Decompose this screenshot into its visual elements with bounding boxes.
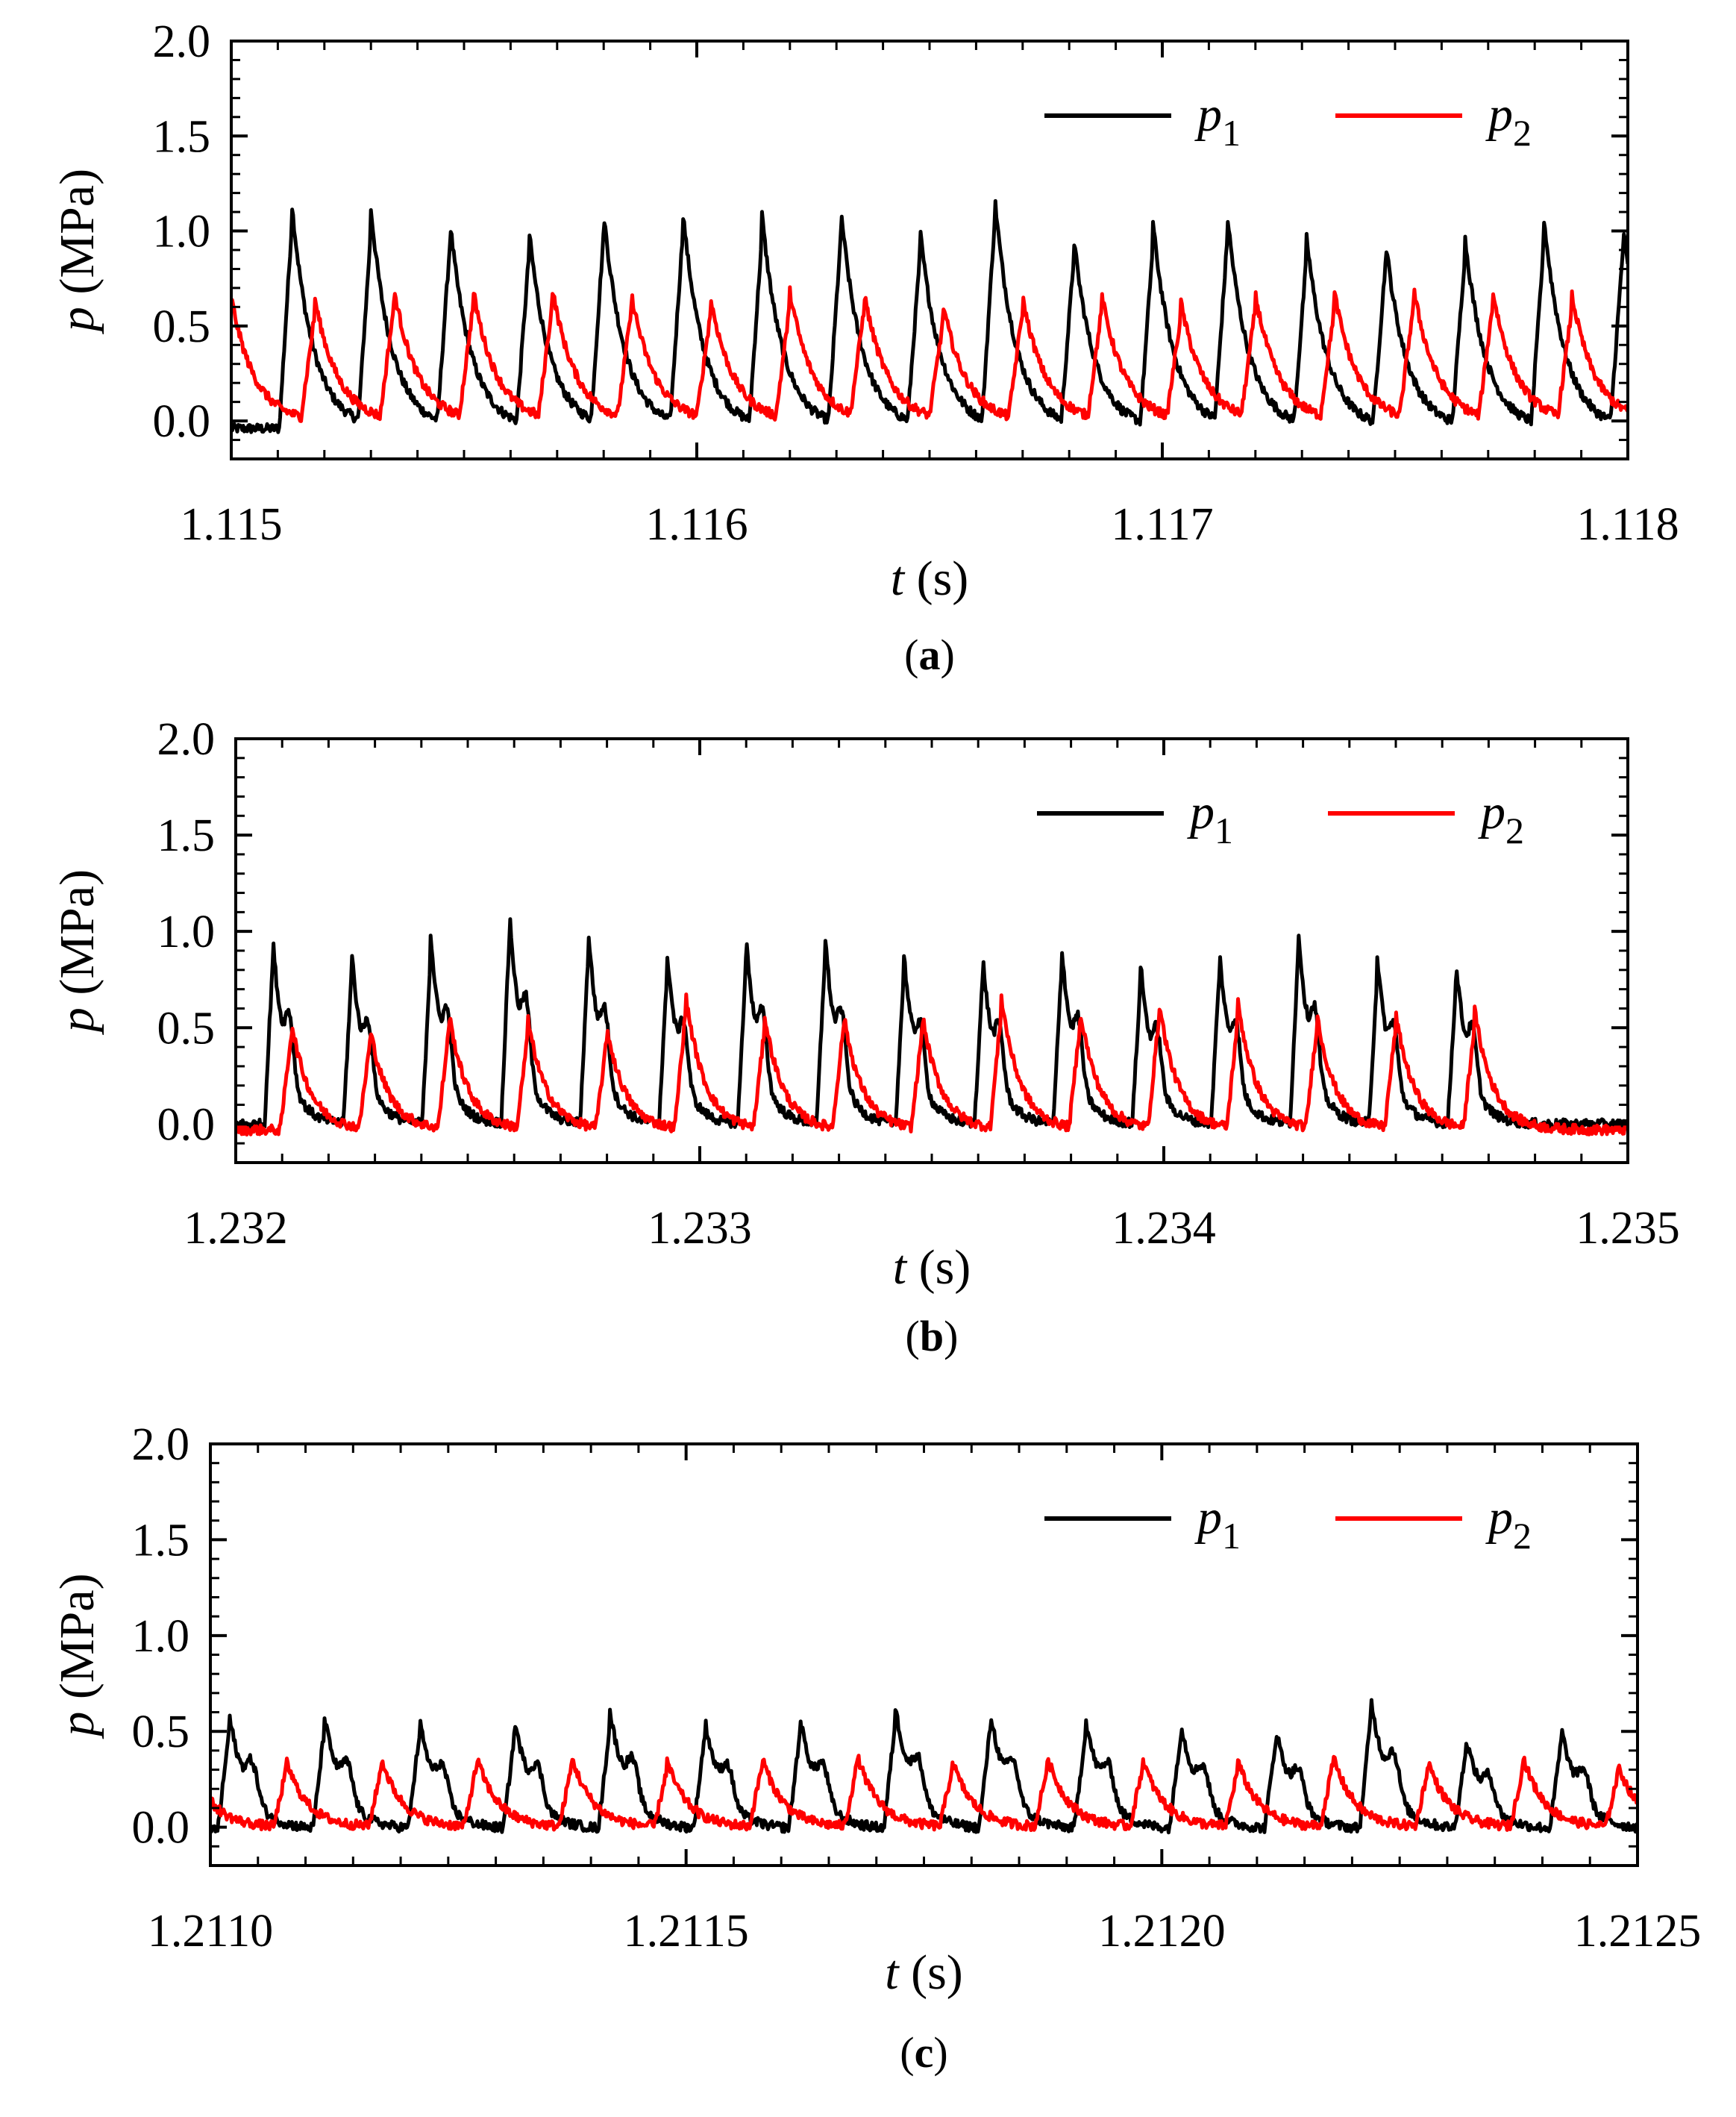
- x-axis-label: t (s): [885, 1945, 963, 2000]
- legend: p1 p2: [1044, 87, 1532, 154]
- y-axis-variable: p: [50, 307, 104, 334]
- series-group: [236, 917, 1628, 1136]
- x-axis-label: t (s): [891, 551, 969, 606]
- series-line-p2: [231, 285, 1628, 423]
- y-tick-label: 1.5: [157, 810, 216, 861]
- x-tick-label: 1.2110: [148, 1906, 273, 1957]
- x-tick-label: 1.234: [1112, 1203, 1216, 1254]
- series-line-p2: [210, 1754, 1638, 1833]
- plot-frame: [209, 1442, 1639, 1867]
- y-tick-label: 2.0: [157, 714, 216, 765]
- y-axis-unit: (MPa): [50, 869, 104, 1007]
- y-tick-label: 1.5: [132, 1515, 190, 1566]
- y-axis-label: p (MPa): [50, 169, 104, 334]
- x-axis-unit: (s): [906, 1240, 971, 1295]
- legend: p1 p2: [1044, 1490, 1532, 1557]
- x-axis-variable: t: [885, 1945, 900, 2000]
- legend-subscript: 2: [1505, 810, 1524, 851]
- panel-label-open: (: [900, 2028, 914, 2077]
- y-tick-label: 0.0: [132, 1803, 190, 1854]
- legend-subscript: 2: [1513, 112, 1532, 154]
- y-axis-label: p (MPa): [50, 1573, 104, 1739]
- panel-label-letter: c: [915, 2028, 934, 2077]
- legend-variable: p: [1194, 87, 1222, 142]
- x-tick-label: 1.118: [1576, 499, 1679, 550]
- chart-panel-a: 0.0 0.5 1.0 1.5 2.0 1.115 1.116 1.117 1.118 t (s)…: [50, 16, 1679, 679]
- x-tick-label: 1.2125: [1574, 1906, 1702, 1957]
- y-tick-label: 2.0: [153, 16, 211, 67]
- y-axis-label: p (MPa): [50, 869, 104, 1035]
- y-tick-label: 2.0: [132, 1419, 190, 1470]
- panel-label: (b): [906, 1312, 959, 1360]
- y-tick-label: 1.0: [132, 1611, 190, 1662]
- legend-subscript: 2: [1513, 1515, 1532, 1557]
- legend-variable: p: [1485, 1490, 1513, 1545]
- x-axis-variable: t: [893, 1240, 908, 1295]
- legend-variable: p: [1485, 87, 1513, 142]
- legend-subscript: 1: [1222, 1515, 1241, 1557]
- y-tick-label: 0.5: [157, 1003, 216, 1054]
- y-tick-label: 0.0: [157, 1099, 216, 1150]
- panel-label: (a): [904, 631, 955, 679]
- panel-label-open: (: [906, 1312, 920, 1360]
- x-axis-variable: t: [891, 551, 906, 606]
- panel-label-letter: a: [919, 631, 941, 679]
- legend-subscript: 1: [1222, 112, 1241, 154]
- legend-label-p1: p1: [1187, 785, 1233, 851]
- series-group: [231, 198, 1628, 434]
- x-axis-unit: (s): [899, 1945, 963, 2000]
- y-tick-label: 1.5: [153, 111, 211, 162]
- x-axis-label: t (s): [893, 1240, 971, 1295]
- y-tick-label: 0.5: [132, 1707, 190, 1757]
- series-line-p1: [231, 198, 1628, 434]
- y-tick-label: 0.0: [153, 396, 211, 447]
- x-tick-label: 1.233: [648, 1203, 752, 1254]
- y-axis-unit: (MPa): [50, 1573, 104, 1711]
- y-tick-label: 0.5: [153, 301, 211, 352]
- series-line-p2: [236, 992, 1628, 1136]
- chart-panel-c: 0.0 0.5 1.0 1.5 2.0 1.2110 1.2115 1.2120 1.2125 t…: [50, 1419, 1701, 2077]
- legend-label-p2: p2: [1478, 785, 1524, 851]
- legend-variable: p: [1478, 785, 1505, 839]
- x-tick-label: 1.116: [645, 499, 748, 550]
- panel-label: (c): [900, 2028, 947, 2077]
- x-tick-label: 1.115: [180, 499, 282, 550]
- series-line-p1: [210, 1698, 1638, 1835]
- y-axis-variable: p: [50, 1712, 104, 1739]
- x-tick-label: 1.232: [184, 1203, 288, 1254]
- legend-label-p1: p1: [1194, 87, 1241, 154]
- x-tick-label: 1.117: [1111, 499, 1213, 550]
- x-tick-label: 1.2115: [624, 1906, 749, 1957]
- chart-panel-b: 0.0 0.5 1.0 1.5 2.0 1.232 1.233 1.234 1.235 t (s)…: [50, 714, 1680, 1360]
- legend-label-p1: p1: [1194, 1490, 1241, 1557]
- y-tick-label: 1.0: [157, 907, 216, 957]
- panel-label-close: ): [944, 1312, 958, 1360]
- x-tick-label: 1.235: [1576, 1203, 1680, 1254]
- x-tick-label: 1.2120: [1098, 1906, 1226, 1957]
- panel-label-close: ): [941, 631, 955, 679]
- y-axis-unit: (MPa): [50, 169, 104, 307]
- legend-variable: p: [1194, 1490, 1222, 1545]
- panel-label-open: (: [904, 631, 918, 679]
- legend-label-p2: p2: [1485, 1490, 1532, 1557]
- legend-subscript: 1: [1215, 810, 1233, 851]
- series-group: [210, 1698, 1638, 1835]
- y-axis-variable: p: [50, 1007, 104, 1035]
- legend: p1 p2: [1037, 785, 1524, 851]
- legend-label-p2: p2: [1485, 87, 1532, 154]
- panel-label-close: ): [933, 2028, 947, 2077]
- legend-variable: p: [1187, 785, 1215, 839]
- panel-label-letter: b: [920, 1312, 944, 1360]
- y-tick-label: 1.0: [153, 207, 211, 257]
- x-axis-unit: (s): [904, 551, 968, 606]
